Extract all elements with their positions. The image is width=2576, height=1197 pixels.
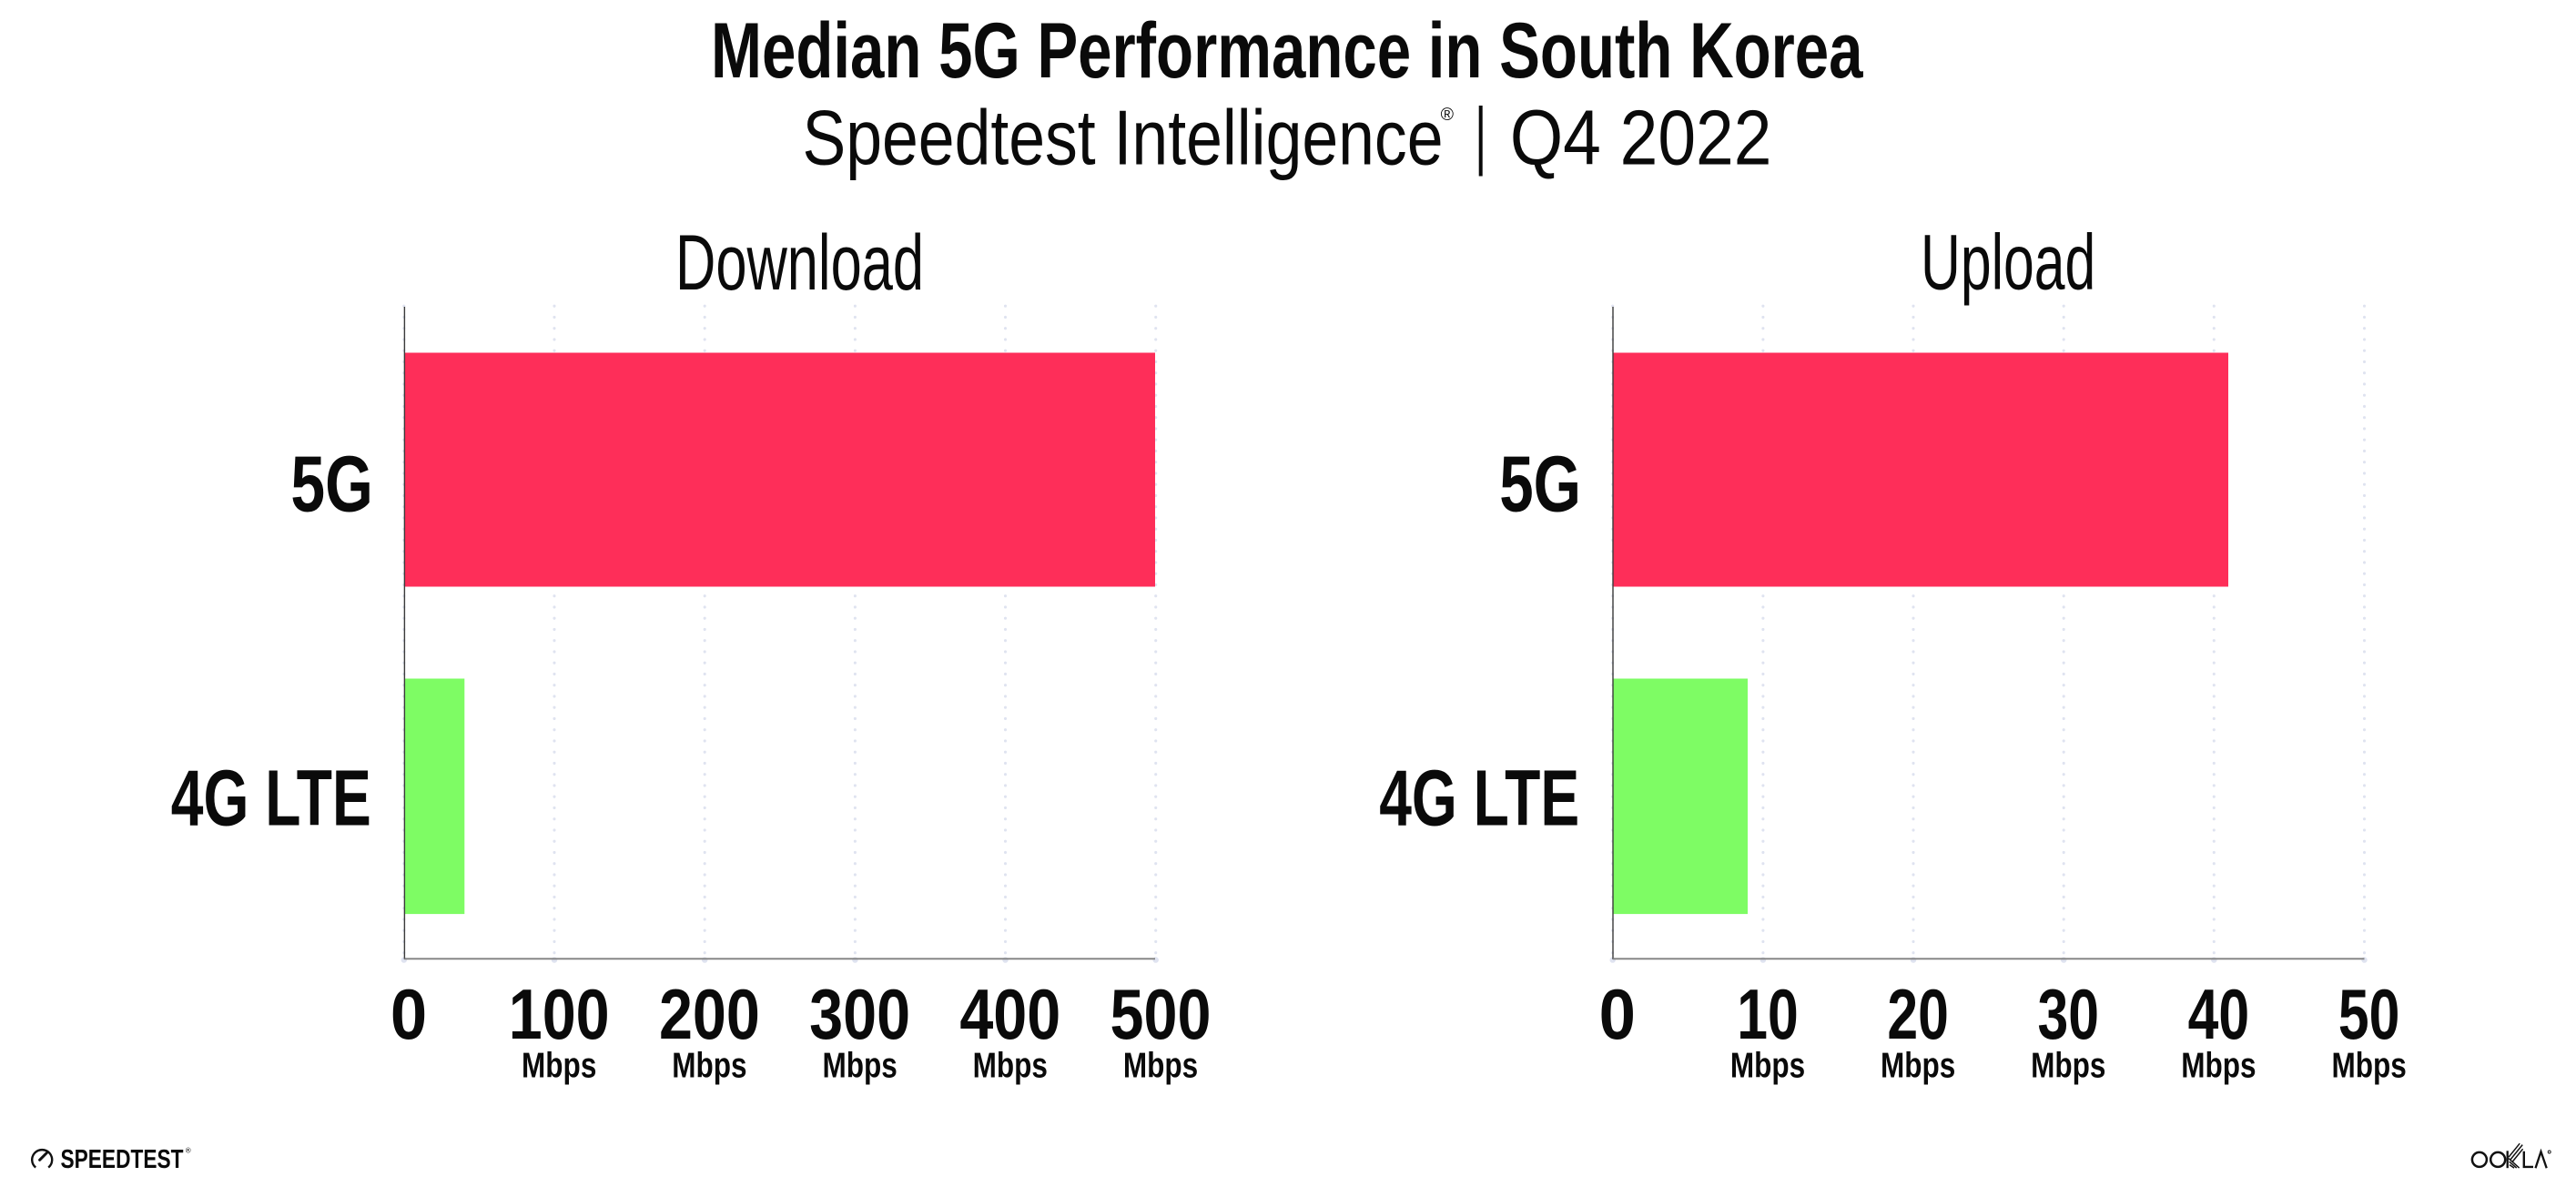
svg-text:Upload: Upload xyxy=(1921,219,2095,307)
svg-text:Mbps: Mbps xyxy=(522,1046,596,1085)
svg-text:200: 200 xyxy=(659,974,760,1054)
svg-text:Mbps: Mbps xyxy=(822,1046,897,1085)
svg-text:0: 0 xyxy=(1599,974,1636,1054)
svg-text:20: 20 xyxy=(1887,974,1949,1054)
svg-text:®: ® xyxy=(186,1147,191,1155)
svg-text:Speedtest Intelligence: Speedtest Intelligence xyxy=(803,96,1444,182)
svg-text:Mbps: Mbps xyxy=(1730,1046,1805,1085)
svg-text:100: 100 xyxy=(509,974,610,1054)
svg-text:5G: 5G xyxy=(290,441,373,529)
svg-text:300: 300 xyxy=(809,974,910,1054)
svg-text:10: 10 xyxy=(1737,974,1799,1054)
svg-text:Mbps: Mbps xyxy=(2031,1046,2105,1085)
svg-text:Mbps: Mbps xyxy=(2181,1046,2256,1085)
svg-text:Mbps: Mbps xyxy=(1881,1046,1955,1085)
svg-text:30: 30 xyxy=(2038,974,2100,1054)
svg-text:Download: Download xyxy=(675,219,924,307)
svg-text:Median 5G Performance in South: Median 5G Performance in South Korea xyxy=(711,7,1863,95)
svg-text:50: 50 xyxy=(2338,974,2400,1054)
svg-text:SPEEDTEST: SPEEDTEST xyxy=(61,1145,184,1174)
svg-text:400: 400 xyxy=(959,974,1060,1054)
svg-text:Mbps: Mbps xyxy=(672,1046,746,1085)
svg-text:5G: 5G xyxy=(1499,441,1581,529)
svg-text:4G LTE: 4G LTE xyxy=(1379,755,1579,843)
svg-text:Mbps: Mbps xyxy=(973,1046,1048,1085)
svg-text:®: ® xyxy=(1441,105,1455,125)
svg-text:Mbps: Mbps xyxy=(2331,1046,2406,1085)
svg-text:500: 500 xyxy=(1111,974,1212,1054)
svg-text:Mbps: Mbps xyxy=(1123,1046,1198,1085)
svg-text:Q4 2022: Q4 2022 xyxy=(1510,96,1772,182)
svg-text:4G LTE: 4G LTE xyxy=(171,755,371,843)
svg-text:40: 40 xyxy=(2188,974,2250,1054)
svg-text:0: 0 xyxy=(390,974,427,1054)
